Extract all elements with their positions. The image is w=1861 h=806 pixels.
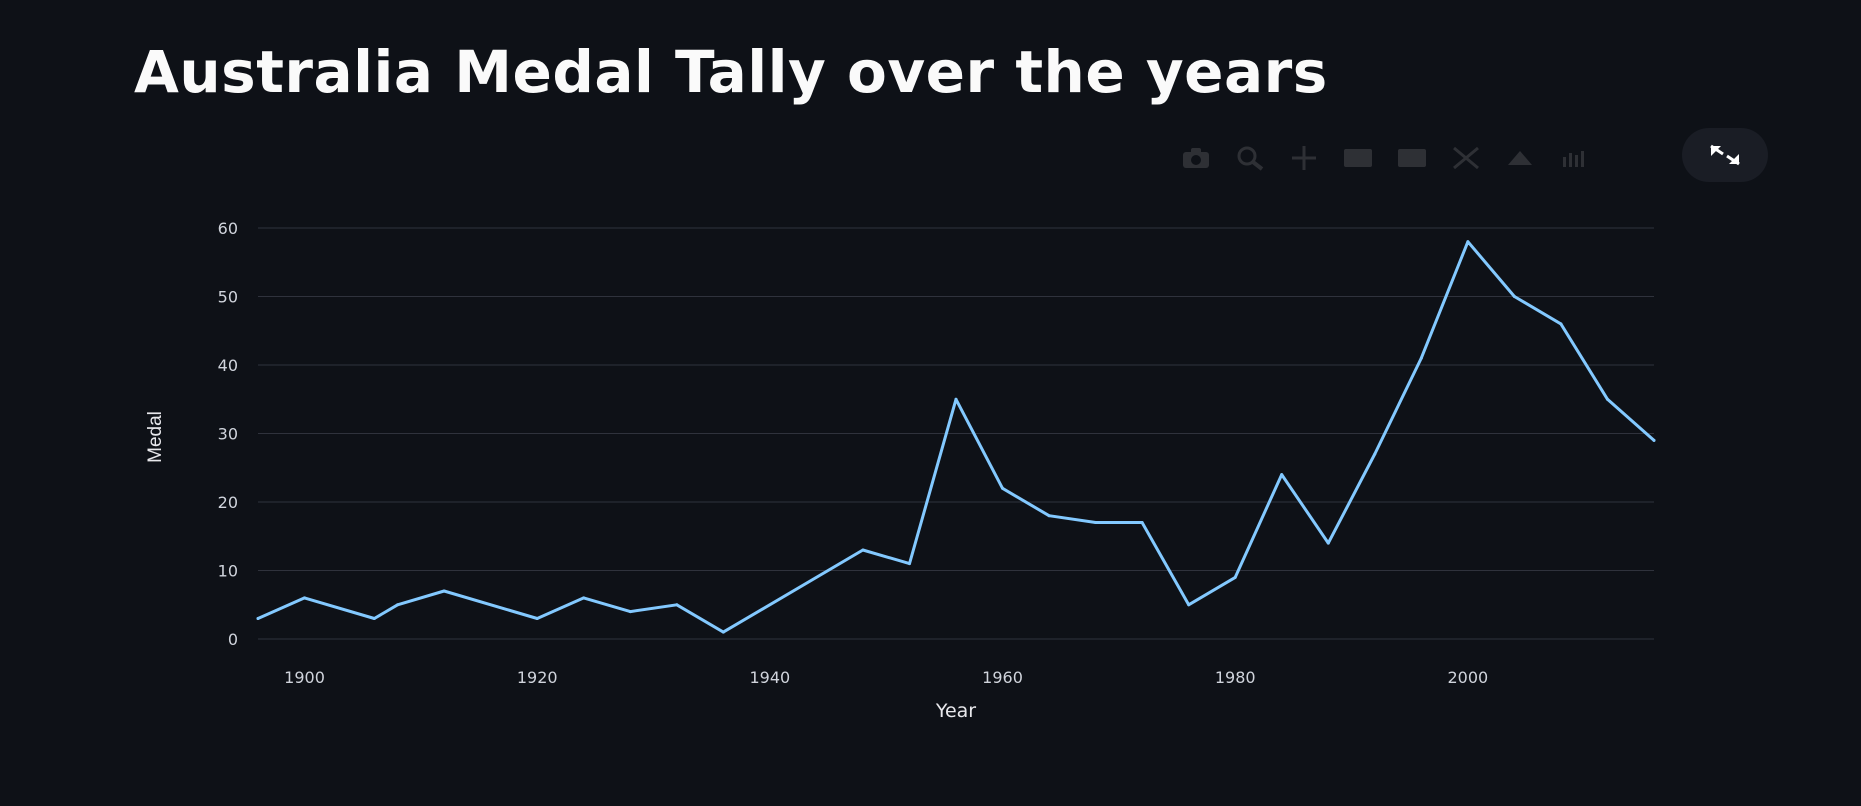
x-tick-label-1960: 1960 <box>982 668 1023 687</box>
data-point-1912[interactable] <box>442 589 446 593</box>
chart-modebar <box>1180 145 1590 171</box>
data-point-1956[interactable] <box>954 397 958 401</box>
data-point-1906[interactable] <box>372 616 376 620</box>
series-layer[interactable] <box>256 240 1656 634</box>
zoom-icon[interactable] <box>1234 145 1266 171</box>
autoscale-icon[interactable] <box>1450 145 1482 171</box>
data-point-2000[interactable] <box>1466 240 1470 244</box>
y-tick-label-60: 60 <box>218 219 238 238</box>
fullscreen-icon <box>1710 144 1740 166</box>
data-point-1992[interactable] <box>1373 452 1377 456</box>
y-tick-label-20: 20 <box>218 493 238 512</box>
x-tick-label-2000: 2000 <box>1448 668 1489 687</box>
zoom-in-icon[interactable] <box>1342 145 1374 171</box>
y-axis-ticks: 0 10 20 30 40 50 60 <box>218 219 238 649</box>
x-axis-title: Year <box>935 700 976 722</box>
data-point-1952[interactable] <box>907 562 911 566</box>
x-tick-label-1920: 1920 <box>517 668 558 687</box>
y-tick-label-50: 50 <box>218 288 238 307</box>
data-point-2012[interactable] <box>1605 397 1609 401</box>
camera-icon[interactable] <box>1180 145 1212 171</box>
data-point-1972[interactable] <box>1140 521 1144 525</box>
x-tick-label-1980: 1980 <box>1215 668 1256 687</box>
data-point-1924[interactable] <box>582 596 586 600</box>
plotly-logo-icon[interactable] <box>1558 145 1590 171</box>
data-point-1948[interactable] <box>861 548 865 552</box>
data-point-1928[interactable] <box>628 610 632 614</box>
page-title: Australia Medal Tally over the years <box>134 38 1328 106</box>
fullscreen-button[interactable] <box>1682 128 1768 182</box>
data-point-1896[interactable] <box>256 616 260 620</box>
data-point-1984[interactable] <box>1280 473 1284 477</box>
data-point-1960[interactable] <box>1001 486 1005 490</box>
y-tick-label-10: 10 <box>218 562 238 581</box>
y-tick-label-30: 30 <box>218 425 238 444</box>
data-point-1964[interactable] <box>1047 514 1051 518</box>
y-axis-title: Medal <box>145 411 166 463</box>
data-point-2004[interactable] <box>1512 295 1516 298</box>
data-point-1920[interactable] <box>535 616 539 620</box>
data-point-1932[interactable] <box>675 603 679 607</box>
data-point-1900[interactable] <box>303 596 307 600</box>
reset-axes-icon[interactable] <box>1504 145 1536 171</box>
zoom-out-icon[interactable] <box>1396 145 1428 171</box>
x-tick-label-1940: 1940 <box>750 668 791 687</box>
data-point-1936[interactable] <box>721 630 725 634</box>
pan-icon[interactable] <box>1288 145 1320 171</box>
y-tick-label-0: 0 <box>228 630 238 649</box>
gridlines <box>258 227 1654 640</box>
x-axis-ticks: 1900 1920 1940 1960 1980 2000 <box>284 668 1488 687</box>
series-line-0[interactable] <box>256 240 1656 634</box>
data-point-1996[interactable] <box>1419 356 1423 360</box>
data-point-2016[interactable] <box>1652 438 1656 442</box>
y-tick-label-40: 40 <box>218 356 238 375</box>
data-point-1976[interactable] <box>1187 603 1191 607</box>
x-tick-label-1900: 1900 <box>284 668 325 687</box>
data-point-1980[interactable] <box>1233 575 1237 579</box>
data-point-1988[interactable] <box>1326 541 1330 545</box>
data-point-1908[interactable] <box>396 603 400 607</box>
data-point-1968[interactable] <box>1094 521 1098 525</box>
data-point-2008[interactable] <box>1559 322 1563 326</box>
